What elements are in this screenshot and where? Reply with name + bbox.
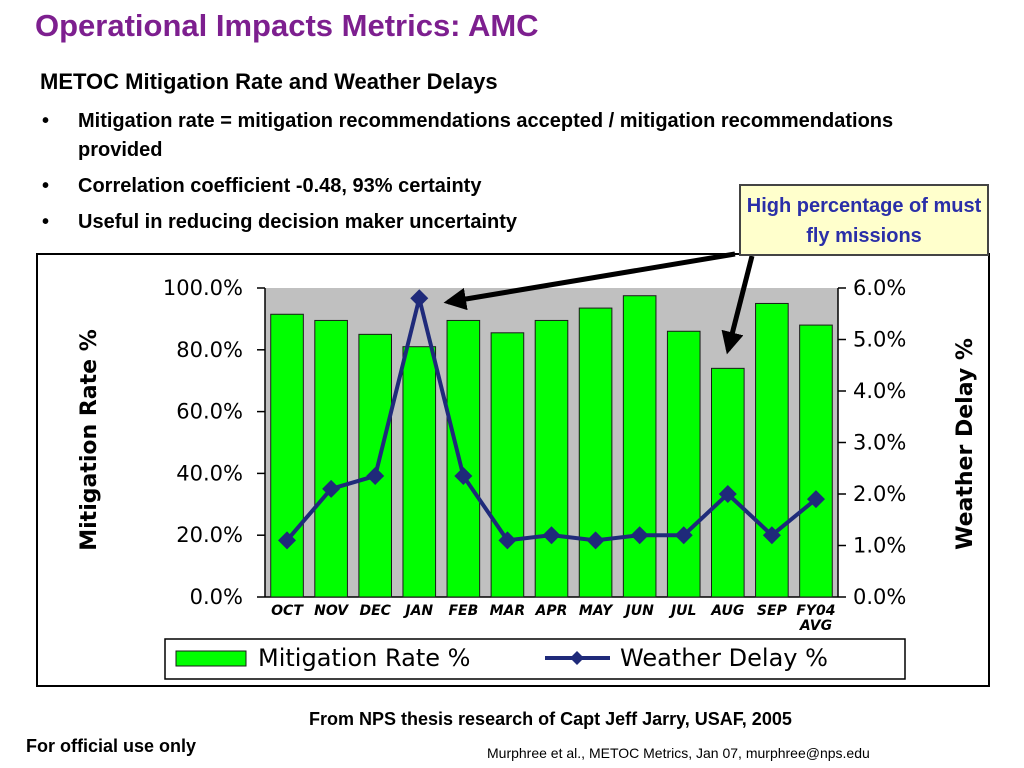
point-weather-delay-jun (630, 526, 649, 545)
point-weather-delay-sep (762, 526, 781, 545)
bar-mitigation-dec (358, 333, 393, 598)
y2-tick-label: 5.0% (853, 328, 906, 352)
y2-tick-label: 0.0% (853, 585, 906, 609)
point-weather-delay-oct (278, 531, 297, 550)
x-tick-label: FY04 (796, 603, 835, 619)
y-axis-title: Mitigation Rate % (77, 329, 102, 551)
x-tick-label: MAY (579, 603, 614, 619)
y2-tick-label: 1.0% (853, 534, 906, 558)
x-tick-label: FEB (448, 603, 478, 619)
legend (164, 638, 906, 680)
slide-title: Operational Impacts Metrics: AMC (35, 8, 539, 43)
x-tick-label: NOV (314, 603, 349, 619)
classification-note: For official use only (26, 736, 197, 756)
bullet-list: Mitigation rate = mitigation recommendat… (40, 107, 920, 244)
bar-mitigation-sep (755, 302, 789, 598)
x-tick-label: APR (535, 603, 568, 619)
line-series (278, 289, 825, 550)
y-tick-label: 60.0% (176, 400, 243, 424)
x-tick-label: JAN (402, 603, 433, 619)
y-tick-label: 40.0% (176, 461, 243, 485)
footer-citation: Murphree et al., METOC Metrics, Jan 07, … (487, 745, 870, 761)
bar-mitigation-apr (534, 319, 569, 598)
bar-mitigation-oct (270, 313, 304, 598)
point-weather-delay-jul (674, 526, 693, 545)
legend-diamond-marker (570, 651, 584, 665)
bar-mitigation-jun (622, 295, 657, 598)
y2-axis-title: Weather Delay % (953, 338, 978, 550)
x-tick-label: JUN (623, 603, 655, 619)
axis-labels: 0.0% 20.0% 40.0% 60.0% 80.0% 100.0% 0.0% 1.0% 2.… (163, 276, 906, 634)
x-tick-label: MAR (490, 603, 526, 619)
bullet-item: Correlation coefficient -0.48, 93% certa… (40, 172, 920, 201)
x-tick-label: AVG (799, 618, 832, 634)
y2-tick-label: 6.0% (853, 276, 906, 300)
point-weather-delay-feb (454, 466, 473, 485)
bullet-item: Mitigation rate = mitigation recommendat… (40, 107, 920, 165)
callout-arrow-jan (443, 251, 736, 311)
point-weather-delay-apr (542, 526, 561, 545)
y-tick-label: 80.0% (176, 338, 243, 362)
callout-arrow-aug (721, 255, 755, 355)
x-tick-label: AUG (710, 603, 744, 619)
y-tick-label: 100.0% (163, 276, 243, 300)
legend-label-weather-delay: Weather Delay % (620, 644, 828, 672)
y2-tick-label: 3.0% (853, 431, 906, 455)
bar-mitigation-nov (314, 319, 348, 598)
point-weather-delay-dec (366, 466, 385, 485)
x-tick-label: OCT (271, 603, 304, 619)
bar-mitigation-fy04-avg (799, 324, 833, 598)
x-tick-label: SEP (757, 603, 788, 619)
bar-mitigation-jan (402, 346, 437, 598)
y-tick-label: 20.0% (176, 523, 243, 547)
x-tick-label: DEC (359, 603, 391, 619)
callout-box: High percentage of must fly missions (739, 184, 989, 256)
bar-mitigation-feb (446, 319, 481, 598)
y-tick-label: 0.0% (190, 585, 243, 609)
legend-label-mitigation: Mitigation Rate % (258, 644, 470, 672)
bullet-item: Useful in reducing decision maker uncert… (40, 208, 920, 237)
bar-mitigation-aug (710, 367, 745, 598)
point-weather-delay-fy04-avg (806, 490, 825, 509)
point-weather-delay-may (586, 531, 605, 550)
point-weather-delay-jan (410, 289, 429, 308)
legend-bar-swatch (175, 650, 247, 667)
bar-mitigation-mar (490, 332, 525, 598)
bar-mitigation-may (578, 307, 613, 598)
slide-subtitle: METOC Mitigation Rate and Weather Delays (40, 69, 498, 94)
point-weather-delay-mar (498, 531, 517, 550)
bar-series (270, 295, 833, 598)
y2-tick-label: 4.0% (853, 379, 906, 403)
point-weather-delay-nov (322, 479, 341, 498)
source-note: From NPS thesis research of Capt Jeff Ja… (309, 709, 792, 729)
y2-tick-label: 2.0% (853, 482, 906, 506)
x-tick-label: JUL (668, 603, 697, 619)
point-weather-delay-aug (718, 485, 737, 503)
bar-mitigation-jul (666, 330, 701, 598)
